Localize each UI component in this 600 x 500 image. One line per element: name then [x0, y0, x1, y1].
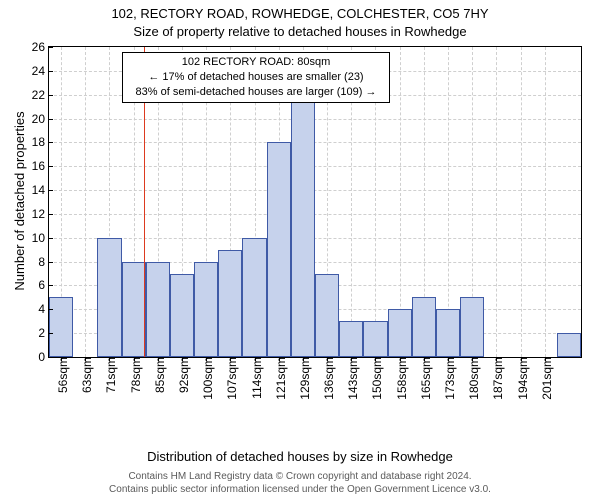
xtick-label: 63sqm [76, 357, 94, 393]
xtick-label: 78sqm [125, 357, 143, 393]
ytick-label: 14 [32, 183, 49, 197]
xtick-label: 158sqm [391, 357, 409, 400]
xtick-label: 194sqm [512, 357, 530, 400]
ytick-label: 0 [38, 350, 49, 364]
xtick-label: 56sqm [52, 357, 70, 393]
ytick-label: 24 [32, 64, 49, 78]
ytick-label: 22 [32, 88, 49, 102]
footer-line-1: Contains HM Land Registry data © Crown c… [0, 470, 600, 483]
footer: Contains HM Land Registry data © Crown c… [0, 470, 600, 496]
chart-wrapper: 102, RECTORY ROAD, ROWHEDGE, COLCHESTER,… [0, 0, 600, 500]
xtick-label: 143sqm [342, 357, 360, 400]
annotation-box: 102 RECTORY ROAD: 80sqm ← 17% of detache… [122, 52, 390, 103]
ytick-label: 4 [38, 302, 49, 316]
annotation-line-3: 83% of semi-detached houses are larger (… [127, 85, 385, 100]
xtick-label: 201sqm [536, 357, 554, 400]
ytick-label: 10 [32, 231, 49, 245]
ytick-label: 16 [32, 159, 49, 173]
x-axis-label: Distribution of detached houses by size … [0, 449, 600, 464]
plot-area: 02468101214161820222426 56sqm63sqm71sqm7… [48, 46, 582, 358]
ytick-label: 2 [38, 326, 49, 340]
xtick-label: 100sqm [197, 357, 215, 400]
xtick-label: 173sqm [439, 357, 457, 400]
xtick-label: 165sqm [415, 357, 433, 400]
ytick-label: 18 [32, 135, 49, 149]
xtick-label: 150sqm [366, 357, 384, 400]
xtick-label: 180sqm [463, 357, 481, 400]
annotation-line-1: 102 RECTORY ROAD: 80sqm [127, 55, 385, 70]
footer-line-2: Contains public sector information licen… [0, 483, 600, 496]
ytick-label: 12 [32, 207, 49, 221]
y-axis-label: Number of detached properties [12, 111, 27, 290]
xtick-label: 71sqm [100, 357, 118, 393]
xtick-label: 187sqm [487, 357, 505, 400]
xtick-label: 136sqm [318, 357, 336, 400]
page-title: 102, RECTORY ROAD, ROWHEDGE, COLCHESTER,… [0, 6, 600, 21]
page-subtitle: Size of property relative to detached ho… [0, 24, 600, 39]
xtick-label: 121sqm [270, 357, 288, 400]
ytick-label: 6 [38, 278, 49, 292]
ytick-label: 20 [32, 112, 49, 126]
xtick-label: 92sqm [173, 357, 191, 393]
ytick-label: 8 [38, 255, 49, 269]
xtick-label: 129sqm [294, 357, 312, 400]
xtick-label: 114sqm [246, 357, 264, 399]
xtick-label: 85sqm [149, 357, 167, 393]
annotation-line-2: ← 17% of detached houses are smaller (23… [127, 70, 385, 85]
ytick-label: 26 [32, 40, 49, 54]
xtick-label: 107sqm [221, 357, 239, 400]
